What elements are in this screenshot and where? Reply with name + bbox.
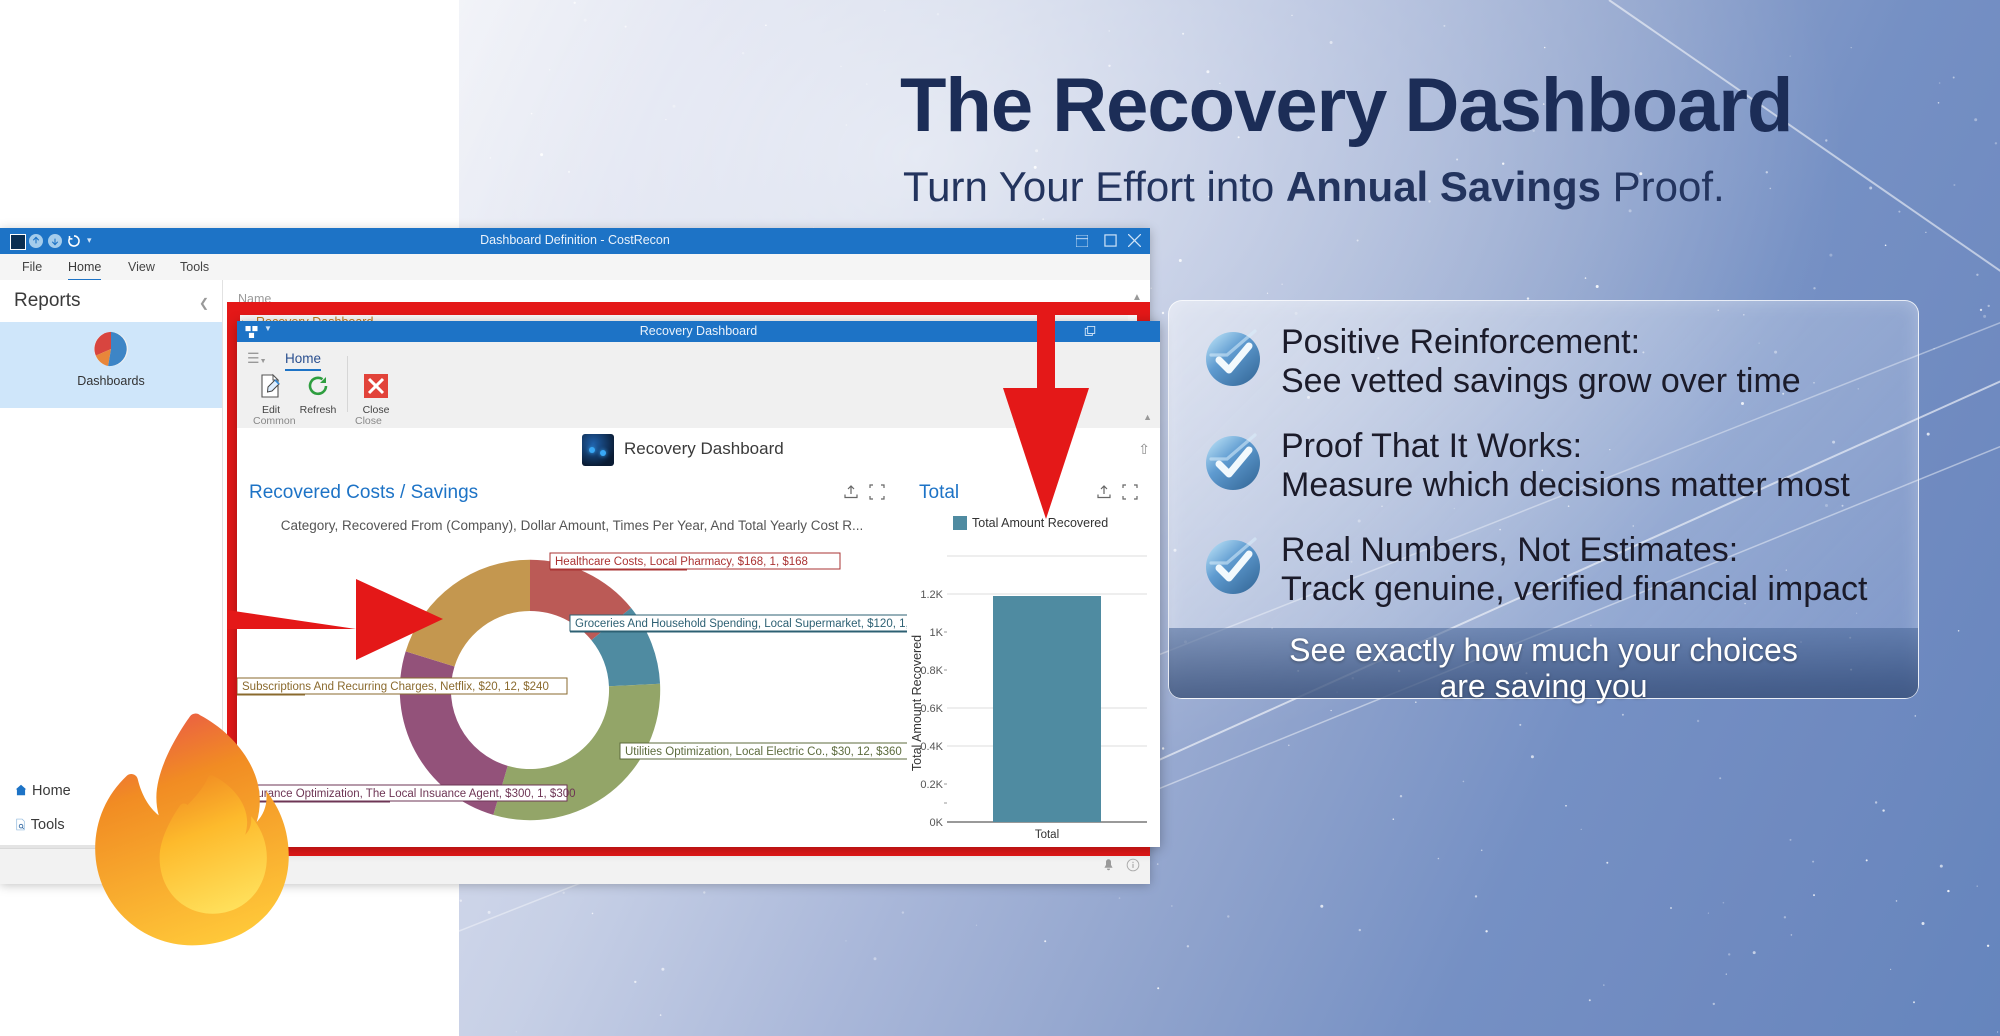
svg-text:Total: Total <box>1035 829 1059 838</box>
svg-text:Groceries And Household Spendi: Groceries And Household Spending, Local … <box>575 618 907 630</box>
svg-text:1K: 1K <box>930 627 944 639</box>
svg-text:0.2K: 0.2K <box>920 779 943 791</box>
svg-text:Healthcare Costs, Local Pharma: Healthcare Costs, Local Pharmacy, $168, … <box>555 556 808 568</box>
svg-text:Utilities Optimization, Local: Utilities Optimization, Local Electric C… <box>625 746 902 758</box>
svg-text:Total Amount Recovered: Total Amount Recovered <box>910 635 924 771</box>
svg-text:1.2K: 1.2K <box>920 589 943 601</box>
svg-text:0K: 0K <box>930 817 944 829</box>
